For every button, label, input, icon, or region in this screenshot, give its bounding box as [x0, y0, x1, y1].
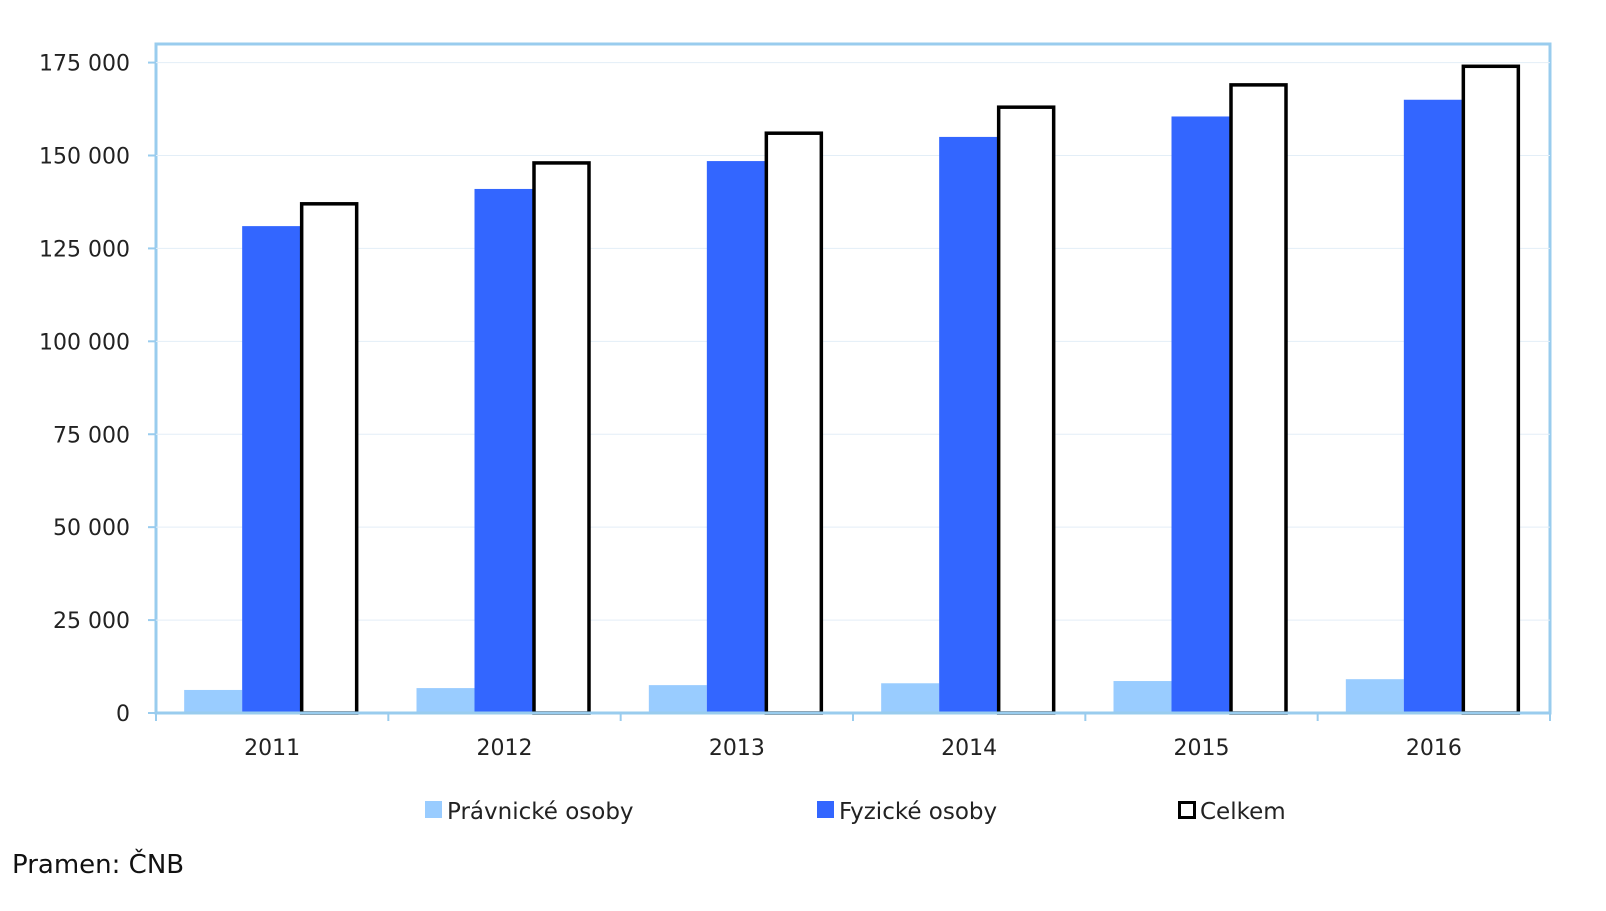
axes: 0 25 000 50 000 75 000 100 000 125 000 150 000… [39, 52, 1551, 761]
legend-swatch-1 [817, 801, 834, 818]
bar-1-2014 [939, 136, 998, 713]
bar-0-2014 [881, 683, 940, 713]
x-tick-label: 2011 [244, 736, 300, 761]
x-tick-label: 2016 [1406, 736, 1462, 761]
legend-label-1: Fyzické osoby [839, 799, 997, 825]
y-tick-label: 175 000 [39, 52, 130, 77]
legend-swatch-2 [1178, 801, 1196, 819]
bar-0-2011 [184, 689, 243, 713]
bar-1-2011 [242, 226, 301, 713]
bar-2-2015 [1229, 83, 1288, 715]
y-tick-label: 75 000 [53, 423, 130, 448]
y-tick-label: 150 000 [39, 145, 130, 170]
source-note: Pramen: ČNB [12, 850, 185, 880]
bar-1-2015 [1171, 116, 1230, 714]
bar-2-2016 [1461, 64, 1521, 715]
x-tick-label: 2013 [709, 736, 765, 761]
bars [184, 64, 1521, 715]
y-tick-label: 25 000 [53, 609, 130, 634]
bar-2-2014 [996, 105, 1056, 715]
legend-label-0: Právnické osoby [447, 799, 634, 825]
plot-frame [154, 42, 1552, 715]
y-tick-label: 50 000 [53, 516, 130, 541]
bar-1-2013 [706, 161, 765, 713]
x-tick-label: 2014 [941, 736, 997, 761]
y-tick-label: 0 [116, 702, 130, 727]
y-tick-label: 125 000 [39, 237, 130, 262]
bar-2-2013 [764, 131, 824, 715]
bar-2-2012 [532, 161, 591, 715]
bar-0-2016 [1345, 679, 1404, 713]
bar-1-2012 [474, 188, 533, 713]
bar-0-2012 [416, 688, 475, 713]
bar-0-2015 [1113, 681, 1172, 713]
gridlines [154, 42, 1552, 715]
y-tick-label: 100 000 [39, 330, 130, 355]
bar-2-2011 [299, 202, 359, 715]
legend-swatch-0 [425, 801, 442, 818]
x-tick-label: 2015 [1174, 736, 1230, 761]
bar-0-2013 [648, 685, 707, 713]
x-tick-label: 2012 [477, 736, 533, 761]
legend: Právnické osoby Fyzické osoby Celkem [425, 799, 1286, 825]
bar-1-2016 [1403, 99, 1462, 713]
legend-label-2: Celkem [1200, 799, 1286, 825]
